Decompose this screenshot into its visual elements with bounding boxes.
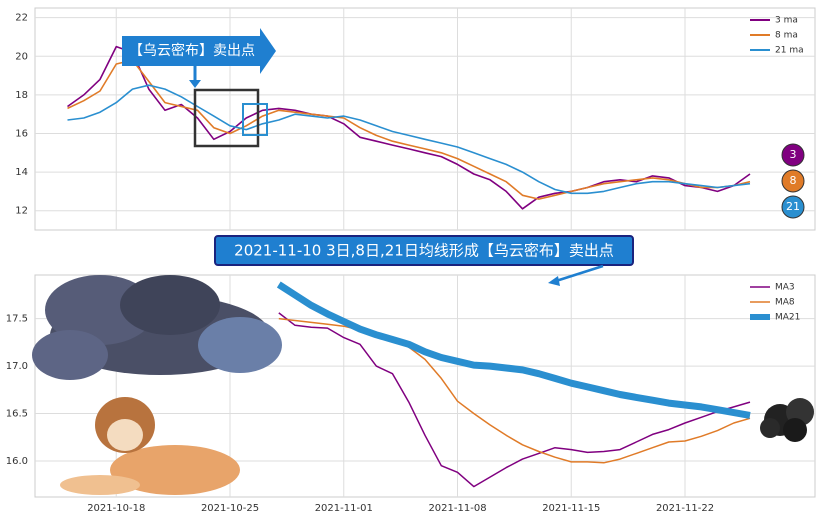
arrow-head (189, 80, 201, 88)
arrow-head (548, 276, 560, 286)
legend-label: 21 ma (775, 46, 804, 56)
y-tick-label: 12 (15, 206, 28, 217)
series-line (276, 281, 751, 419)
series-line (67, 84, 751, 195)
y-tick-label: 22 (15, 13, 28, 24)
series-line (67, 45, 751, 210)
dark-cloud-icon (760, 398, 814, 442)
series-line (67, 59, 751, 200)
legend-label: MA8 (775, 298, 795, 308)
series-line (278, 312, 751, 488)
series-end-badge (781, 143, 805, 167)
cloud-illustration (32, 275, 282, 380)
x-tick-label: 2021-11-15 (542, 503, 600, 514)
x-tick-label: 2021-10-18 (87, 503, 145, 514)
y-tick-label: 16.5 (6, 409, 28, 420)
legend-label: MA3 (775, 283, 795, 293)
annotation-arrow (122, 28, 276, 74)
series-end-label: 21 (786, 200, 800, 213)
x-tick-label: 2021-11-01 (315, 503, 373, 514)
legend-label: 3 ma (775, 16, 798, 26)
y-tick-label: 16 (15, 128, 28, 139)
banner (214, 235, 634, 266)
y-tick-label: 17.0 (6, 361, 28, 372)
highlight-box (193, 88, 260, 148)
legend-label: 8 ma (775, 31, 798, 41)
x-tick-label: 2021-10-25 (201, 503, 259, 514)
arrow-line (555, 264, 604, 283)
y-tick-label: 14 (15, 167, 28, 178)
dog-illustration (60, 397, 240, 495)
x-tick-label: 2021-11-08 (428, 503, 486, 514)
x-tick-label: 2021-11-22 (656, 503, 714, 514)
y-tick-label: 16.0 (6, 456, 28, 467)
series-end-label: 3 (790, 148, 797, 161)
y-tick-label: 20 (15, 51, 28, 62)
y-tick-label: 17.5 (6, 314, 28, 325)
series-end-label: 8 (790, 174, 797, 187)
annotation-text: 【乌云密布】卖出点 (129, 42, 255, 59)
highlight-box-small (242, 103, 268, 136)
y-tick-label: 18 (15, 90, 28, 101)
series-end-badge (781, 195, 805, 219)
banner-text: 2021-11-10 3日,8日,21日均线形成【乌云密布】卖出点 (234, 242, 614, 260)
legend-label: MA21 (775, 313, 800, 323)
series-end-badge (781, 169, 805, 193)
